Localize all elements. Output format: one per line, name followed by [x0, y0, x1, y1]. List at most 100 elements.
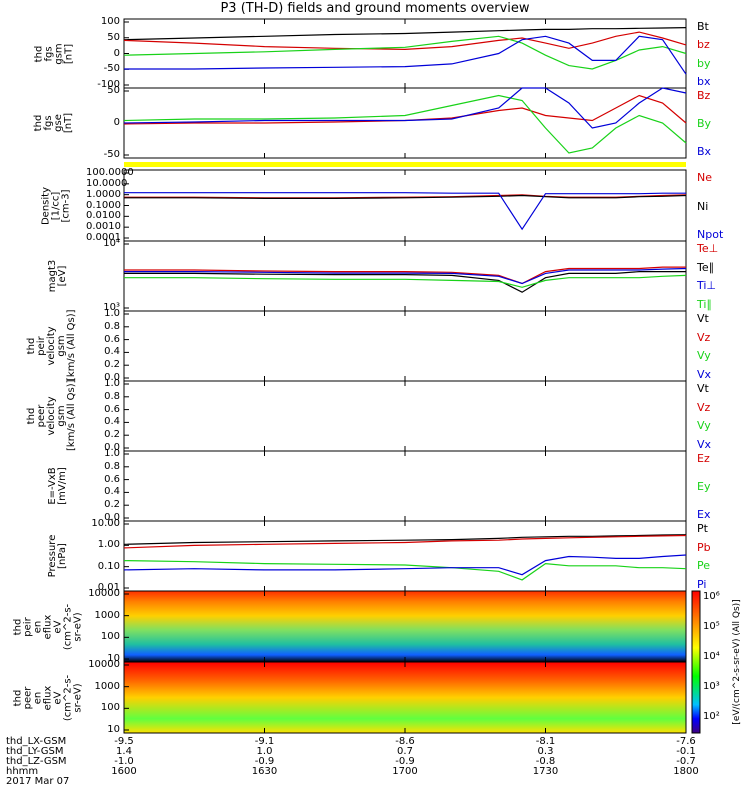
legend-Pt: Pt — [697, 522, 708, 535]
x-row-value: 1.4 — [116, 746, 132, 757]
colorbar-tick: 10⁵ — [703, 621, 720, 632]
y-tick-label: 100 — [100, 16, 120, 27]
colorbar-tick: 10³ — [703, 681, 720, 692]
legend-Ex: Ex — [697, 508, 711, 521]
y-tick-label: 0.0 — [104, 512, 120, 523]
y-tick-label: 1000 — [94, 680, 120, 692]
series-fgs_gsm-by — [123, 35, 687, 70]
y-tick-label: 10.0000 — [86, 177, 128, 189]
y-axis-label-fgs_gsm: thd fgs gsm [nT] — [33, 42, 74, 65]
y-axis-label-peer_en: thd peer en eflux eV (cm^2-s- sr-eV) — [12, 674, 83, 721]
y-tick-label: 1.0 — [104, 378, 120, 389]
y-axis-label-temp: magt3 [eV] — [47, 259, 68, 293]
series-pressure-Pt — [123, 534, 687, 545]
legend-Te⊥: Te⊥ — [697, 242, 719, 255]
series-pressure-Pi — [123, 554, 687, 576]
legend-Ti∥: Ti∥ — [697, 298, 712, 311]
x-row-label: thd_LX-GSM — [6, 736, 67, 747]
y-tick-label: 1000 — [94, 609, 120, 621]
legend-Vx: Vx — [697, 368, 712, 381]
y-tick-label: 10000 — [88, 588, 120, 599]
series-temp-Ti⊥ — [124, 267, 687, 285]
x-row-value: 0.3 — [537, 746, 554, 757]
panel-frame-peer_vel — [123, 380, 687, 452]
x-row-value: 1.0 — [256, 746, 273, 757]
legend-Pe: Pe — [697, 559, 711, 573]
series-density-Ni — [124, 194, 687, 199]
legend-Ez: Ez — [697, 452, 710, 465]
y-tick-label: 10 — [107, 653, 120, 664]
electron-spectrogram — [124, 662, 686, 733]
series-fgs_gse-By — [123, 94, 687, 154]
colorbar-tick: 10⁶ — [703, 591, 720, 602]
legend-Ni: Ni — [697, 199, 709, 213]
y-axis-label-peir_vel: thd peir velocity gsm [km/s (All Qs)] — [26, 309, 77, 381]
y-tick-label: 0.8 — [104, 460, 120, 472]
colorbar-label: [eV/(cm^2-s-sr-eV) (All Qs)] — [732, 599, 742, 725]
y-axis-label-peir_en: thd peir en eflux eV (cm^2-s- sr-eV) — [12, 603, 83, 650]
x-row-value: -1.0 — [114, 756, 134, 767]
x-row-value: -8.6 — [395, 736, 415, 747]
legend-Bz: Bz — [697, 89, 711, 102]
series-fgs_gsm-bz — [123, 31, 687, 51]
x-row-value: 1800 — [673, 766, 699, 777]
legend-Vt: Vt — [697, 312, 709, 325]
y-tick-label: 1.0 — [104, 308, 120, 319]
y-tick-label: 0.2 — [104, 359, 120, 371]
legend-Pi: Pi — [697, 578, 707, 591]
x-row-value: 1700 — [392, 766, 418, 777]
y-tick-label: 0.6 — [104, 333, 120, 345]
page-title: P3 (TH-D) fields and ground moments over… — [220, 1, 530, 16]
x-row-value: -8.1 — [535, 736, 556, 747]
y-tick-label: 0.10 — [97, 560, 120, 572]
legend-By: By — [697, 117, 712, 130]
y-tick-label: 0.4 — [104, 346, 120, 358]
x-row-value: 0.7 — [397, 746, 413, 757]
legend-by: by — [697, 56, 711, 70]
y-tick-label: 1.0 — [104, 448, 120, 459]
legend-Npot: Npot — [697, 228, 724, 241]
y-tick-label: 0 — [113, 47, 120, 59]
y-tick-label: 0.4 — [104, 486, 120, 498]
legend-Vx: Vx — [697, 438, 712, 451]
colorbar — [691, 590, 701, 734]
y-tick-label: 1.0000 — [86, 188, 121, 200]
x-row-value: -0.7 — [676, 756, 696, 767]
y-tick-label: 0.0 — [104, 442, 120, 453]
legend-bz: bz — [697, 38, 710, 52]
y-tick-label: 0.01 — [97, 582, 120, 593]
y-tick-label: 0 — [113, 117, 120, 128]
x-row-value: -0.8 — [535, 756, 556, 767]
x-row-value: -0.9 — [254, 756, 275, 767]
y-axis-label-pressure: Pressure [nPa] — [47, 534, 68, 578]
y-tick-label: 0.0 — [104, 372, 120, 383]
legend-Ti⊥: Ti⊥ — [697, 279, 717, 293]
legend-Vy: Vy — [697, 419, 711, 433]
y-axis-label-efield: E=-VxB [mV/m] — [47, 467, 68, 505]
series-temp-Te∥ — [124, 271, 686, 293]
y-tick-label: 0.0010 — [86, 221, 121, 233]
quality-flag-bar — [124, 162, 686, 167]
y-tick-label: 10.00 — [91, 518, 120, 529]
y-tick-label: 100 — [100, 702, 120, 714]
series-pressure-Pb — [123, 534, 687, 549]
legend-bx: bx — [697, 75, 711, 88]
y-tick-label: 10⁴ — [103, 238, 120, 249]
x-row-value: 1630 — [251, 766, 278, 777]
series-temp-Ti∥ — [124, 274, 687, 288]
legend-Bt: Bt — [697, 20, 709, 33]
y-tick-label: 0.4 — [104, 416, 120, 428]
x-row-value: -7.6 — [676, 736, 696, 747]
legend-Vz: Vz — [697, 400, 711, 414]
panel-frame-pressure — [123, 520, 687, 592]
x-row-value: 1600 — [111, 766, 137, 777]
y-tick-label: 0.8 — [104, 390, 120, 402]
panel-frame-temp — [123, 240, 687, 312]
x-row-label: thd_LY-GSM — [6, 746, 64, 757]
y-tick-label: 0.1000 — [86, 199, 121, 211]
y-tick-label: 0.8 — [104, 320, 120, 332]
legend-Te∥: Te∥ — [697, 260, 715, 274]
y-axis-label-peer_vel: thd peer velocity gsm [km/s (All Qs)] — [26, 379, 77, 451]
legend-Ne: Ne — [697, 171, 712, 184]
x-row-value: 1730 — [532, 766, 559, 777]
